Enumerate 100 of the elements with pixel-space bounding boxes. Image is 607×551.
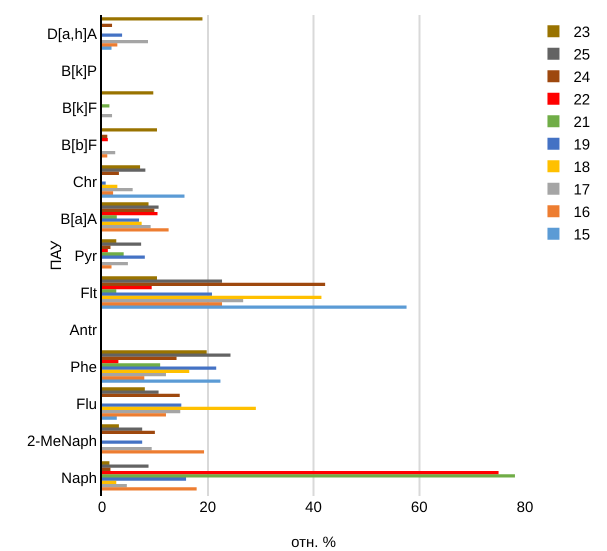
bar	[102, 256, 145, 259]
bar	[102, 228, 169, 232]
bar	[102, 440, 142, 444]
bar	[102, 406, 256, 410]
bar	[102, 218, 140, 222]
bar	[102, 202, 149, 206]
bar	[102, 302, 222, 306]
legend-label: 21	[573, 114, 590, 132]
bar	[102, 194, 184, 198]
bar	[102, 182, 106, 185]
bar	[102, 370, 190, 374]
bar	[102, 279, 222, 283]
bar	[102, 447, 152, 450]
bar	[102, 165, 140, 168]
bar	[102, 138, 108, 142]
bar	[102, 470, 499, 474]
bar	[102, 376, 144, 380]
y-tick-label: Chr	[72, 174, 98, 191]
y-tick-label: B[k]F	[62, 100, 97, 117]
bar	[102, 43, 118, 47]
bar	[102, 168, 146, 172]
bar	[102, 356, 177, 360]
bar	[102, 91, 154, 94]
legend-label: 17	[573, 182, 590, 199]
bar	[102, 252, 124, 256]
bar	[102, 468, 110, 471]
bar	[102, 461, 110, 464]
bar	[102, 208, 154, 212]
bar	[102, 474, 515, 478]
legend-label: 25	[573, 46, 590, 64]
x-tick-label: 20	[199, 499, 216, 516]
x-tick-label: 40	[305, 499, 322, 516]
x-axis-title: отн. %	[291, 534, 336, 551]
y-tick-label: D[a,h]A	[46, 26, 97, 43]
legend-label: 16	[573, 204, 590, 222]
bar	[102, 225, 151, 228]
legend-label: 23	[573, 24, 590, 42]
y-axis-title: ПАУ	[48, 240, 65, 270]
x-tick-label: 0	[98, 499, 106, 516]
bar	[102, 292, 212, 296]
bar	[102, 104, 110, 108]
bar	[102, 282, 326, 286]
bar	[102, 215, 117, 218]
legend-label: 15	[573, 226, 590, 244]
bar	[102, 430, 155, 434]
bar	[102, 154, 108, 158]
bar	[102, 366, 216, 370]
bar	[102, 286, 152, 290]
bar	[102, 246, 110, 249]
bar	[102, 34, 122, 37]
bar	[102, 390, 159, 394]
bar	[102, 350, 207, 354]
bar	[102, 24, 112, 27]
bar	[102, 373, 166, 376]
bar	[102, 360, 118, 364]
y-tick-label: B[k]P	[61, 62, 97, 80]
bar	[102, 205, 159, 209]
bar	[102, 413, 166, 417]
bar	[102, 380, 220, 383]
bar	[102, 17, 202, 20]
bar	[102, 450, 204, 454]
bar	[102, 242, 142, 246]
bar	[102, 289, 116, 292]
bar	[102, 394, 180, 397]
bar	[102, 306, 407, 309]
bar	[102, 128, 157, 132]
bar	[102, 478, 186, 481]
bar	[102, 464, 149, 468]
legend-label: 18	[573, 159, 590, 176]
y-tick-label: Naph	[61, 470, 97, 487]
bar	[102, 410, 180, 414]
bar	[102, 416, 117, 420]
bar	[102, 424, 119, 428]
y-tick-label: Flu	[76, 396, 97, 413]
bar	[102, 172, 119, 175]
y-tick-label: Phe	[70, 358, 97, 376]
legend-label: 19	[573, 136, 590, 154]
bar	[102, 487, 197, 491]
bar	[102, 262, 128, 266]
bar	[102, 40, 148, 44]
bar	[102, 427, 142, 431]
bar	[102, 191, 114, 195]
y-tick-label: 2-MeNaph	[26, 432, 97, 450]
bar	[102, 222, 142, 226]
bar	[102, 404, 182, 407]
bar	[102, 114, 112, 118]
legend-label: 24	[573, 69, 590, 86]
bar	[102, 151, 116, 154]
y-tick-label: B[b]F	[61, 136, 97, 154]
y-tick-label: B[a]A	[60, 210, 97, 228]
bar	[102, 46, 112, 50]
x-tick-label: 80	[516, 499, 534, 516]
bar	[102, 184, 118, 188]
bar	[102, 134, 108, 138]
bar	[102, 239, 116, 242]
y-tick-label: Pyr	[74, 248, 98, 265]
bar	[102, 387, 145, 390]
bar	[102, 296, 322, 300]
y-tick-label: Flt	[80, 284, 98, 302]
bar	[102, 353, 230, 357]
